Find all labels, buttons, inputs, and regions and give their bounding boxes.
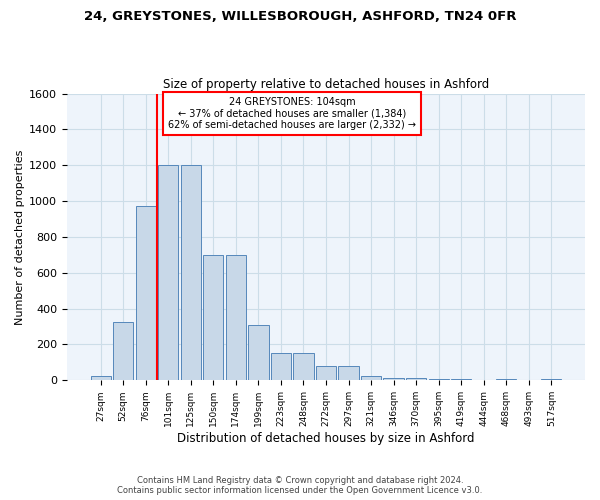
Y-axis label: Number of detached properties: Number of detached properties — [15, 150, 25, 324]
Bar — [226, 255, 246, 380]
X-axis label: Distribution of detached houses by size in Ashford: Distribution of detached houses by size … — [177, 432, 475, 445]
Bar — [203, 255, 223, 380]
Title: Size of property relative to detached houses in Ashford: Size of property relative to detached ho… — [163, 78, 489, 91]
Bar — [338, 366, 359, 380]
Bar — [248, 325, 269, 380]
Bar — [136, 206, 156, 380]
Bar — [113, 322, 133, 380]
Bar — [406, 378, 426, 380]
Bar — [451, 378, 472, 380]
Bar — [383, 378, 404, 380]
Text: 24, GREYSTONES, WILLESBOROUGH, ASHFORD, TN24 0FR: 24, GREYSTONES, WILLESBOROUGH, ASHFORD, … — [84, 10, 516, 23]
Bar — [271, 352, 291, 380]
Bar — [428, 378, 449, 380]
Text: 24 GREYSTONES: 104sqm
← 37% of detached houses are smaller (1,384)
62% of semi-d: 24 GREYSTONES: 104sqm ← 37% of detached … — [168, 96, 416, 130]
Bar — [361, 376, 381, 380]
Text: Contains HM Land Registry data © Crown copyright and database right 2024.
Contai: Contains HM Land Registry data © Crown c… — [118, 476, 482, 495]
Bar — [181, 166, 201, 380]
Bar — [293, 352, 314, 380]
Bar — [541, 378, 562, 380]
Bar — [158, 166, 178, 380]
Bar — [496, 378, 517, 380]
Bar — [91, 376, 111, 380]
Bar — [316, 366, 336, 380]
